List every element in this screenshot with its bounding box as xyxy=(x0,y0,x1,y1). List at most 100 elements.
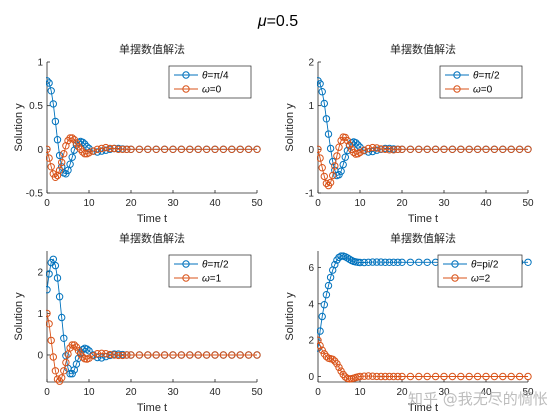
data-point xyxy=(515,145,524,154)
data-point xyxy=(360,372,368,380)
data-point xyxy=(394,372,402,381)
subplot-title: 单摆数值解法 xyxy=(390,231,456,245)
y-tick-label: 1 xyxy=(37,309,43,320)
data-point xyxy=(326,178,335,187)
data-point xyxy=(47,336,55,345)
data-point xyxy=(102,146,110,154)
data-point xyxy=(160,145,169,154)
data-point xyxy=(60,150,68,158)
data-point xyxy=(152,145,160,154)
x-tick-label: 40 xyxy=(209,387,221,398)
data-point xyxy=(337,167,345,175)
data-point xyxy=(102,350,110,358)
data-point xyxy=(335,363,343,372)
data-point xyxy=(202,145,211,154)
data-point xyxy=(253,145,261,154)
data-point xyxy=(457,145,465,154)
data-point xyxy=(127,351,135,359)
data-point xyxy=(106,144,114,153)
data-point xyxy=(186,145,194,154)
data-point xyxy=(326,273,335,282)
data-point xyxy=(394,145,402,154)
legend-label-symbol: θ xyxy=(202,260,208,271)
data-point xyxy=(93,145,102,154)
legend-entry-omega: ω=0 xyxy=(174,85,222,96)
data-point xyxy=(317,154,324,162)
data-point xyxy=(398,145,406,154)
data-point xyxy=(339,160,347,169)
x-tick-label: 30 xyxy=(438,198,450,209)
y-tick-label: 0 xyxy=(37,350,43,361)
data-point xyxy=(354,141,362,149)
x-tick-label: 0 xyxy=(315,198,321,209)
subplot-3: 单摆数值解法 0 10 20 30 40 50 0 1 2 Time t Solution y θ=π/… xyxy=(13,231,263,414)
data-point xyxy=(465,145,473,154)
data-point xyxy=(97,349,106,357)
y-tick-label: 0 xyxy=(37,145,43,156)
x-tick-label: 0 xyxy=(44,387,50,398)
data-point xyxy=(320,172,328,181)
y-tick-label: 0 xyxy=(308,372,314,383)
data-point xyxy=(331,260,339,269)
data-point xyxy=(423,145,431,154)
data-point xyxy=(373,144,381,152)
data-point xyxy=(345,255,354,263)
data-point xyxy=(51,261,60,270)
data-point xyxy=(377,145,385,153)
data-point xyxy=(326,144,335,153)
subplot-title: 单摆数值解法 xyxy=(119,42,185,56)
data-point xyxy=(318,312,326,321)
data-point xyxy=(144,145,152,154)
data-point xyxy=(389,146,398,154)
data-point xyxy=(440,145,448,154)
subplot-4: 单摆数值解法 0 10 20 30 40 50 0 2 4 6 Time t Solution y θ=p… xyxy=(284,231,534,414)
legend-box xyxy=(168,254,252,288)
x-tick-label: 50 xyxy=(251,198,263,209)
legend: θ=π/2 ω=0 xyxy=(439,65,523,99)
data-point xyxy=(186,351,194,359)
data-point xyxy=(329,355,337,363)
legend-label-rest: =1 xyxy=(210,274,222,285)
legend-entry-theta: θ=π/2 xyxy=(445,71,500,82)
data-point xyxy=(482,145,490,154)
legend-label: θ=π/4 xyxy=(202,71,229,82)
y-tick-label: 2 xyxy=(308,58,314,69)
legend-label-rest: =π/2 xyxy=(207,260,229,271)
data-point xyxy=(123,145,131,154)
data-point xyxy=(102,143,110,152)
data-point xyxy=(66,160,74,168)
x-tick-label: 50 xyxy=(251,387,263,398)
series-omega xyxy=(46,309,261,385)
data-point xyxy=(322,115,331,123)
data-point xyxy=(398,258,406,266)
legend-label-symbol: ω xyxy=(202,85,210,96)
data-point xyxy=(68,341,76,349)
y-tick-label: 1 xyxy=(37,58,43,69)
data-point xyxy=(385,258,394,266)
data-point xyxy=(324,281,333,290)
data-point xyxy=(360,258,368,267)
x-axis-label: Time t xyxy=(137,402,167,414)
legend-entry-omega: ω=1 xyxy=(174,274,222,285)
legend-marker xyxy=(182,71,190,79)
x-tick-label: 0 xyxy=(44,198,50,209)
data-point xyxy=(194,145,202,154)
x-tick-label: 40 xyxy=(480,387,492,398)
legend-label: ω=0 xyxy=(202,85,222,96)
data-point xyxy=(89,147,97,155)
suptitle-mu: μ xyxy=(257,13,267,30)
data-point xyxy=(398,372,406,381)
data-point xyxy=(169,145,177,154)
legend-label-symbol: ω xyxy=(473,85,481,96)
data-point xyxy=(49,353,57,361)
data-point xyxy=(373,258,381,266)
data-point xyxy=(356,148,364,157)
data-point xyxy=(144,351,152,359)
legend-box xyxy=(437,254,523,288)
legend-box xyxy=(168,65,252,99)
plot-area xyxy=(317,77,532,190)
y-axis-label: Solution y xyxy=(284,292,296,341)
data-point xyxy=(381,145,389,154)
data-point xyxy=(320,301,328,309)
